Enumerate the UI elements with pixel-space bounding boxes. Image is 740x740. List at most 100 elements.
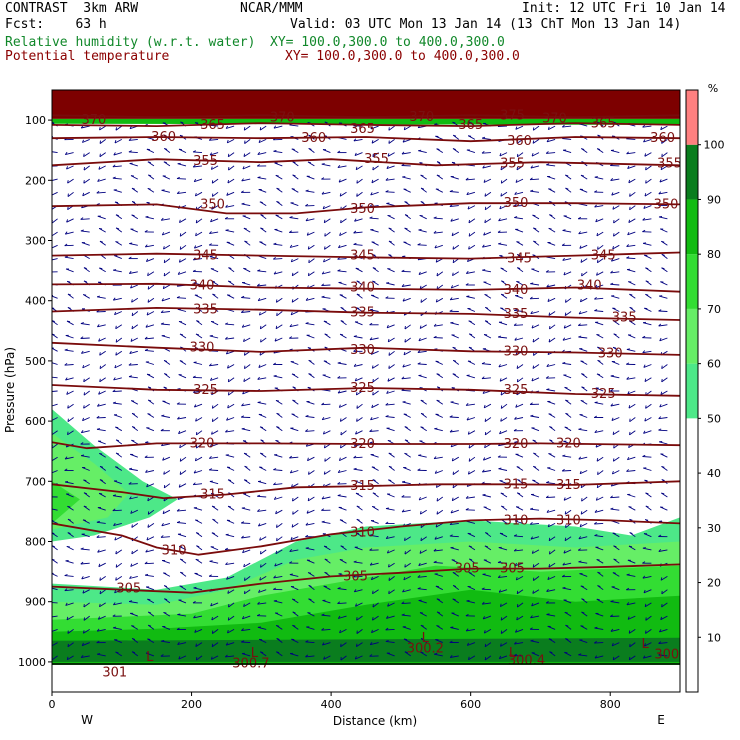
wind-arrowhead bbox=[613, 233, 615, 237]
wind-arrowhead bbox=[340, 219, 342, 223]
wind-arrow bbox=[401, 284, 411, 287]
wind-arrowhead bbox=[481, 136, 486, 139]
wind-arrow bbox=[321, 496, 331, 500]
wind-arrowhead bbox=[243, 563, 245, 568]
wind-arrow bbox=[147, 297, 155, 303]
wind-arrowhead bbox=[564, 511, 567, 515]
wind-arrow bbox=[466, 375, 476, 379]
wind-arrow bbox=[563, 271, 572, 276]
wind-arrow bbox=[354, 480, 363, 485]
wind-arrowhead bbox=[499, 532, 504, 535]
wind-arrow bbox=[613, 655, 620, 661]
wind-arrowhead bbox=[163, 246, 165, 250]
wind-arrow bbox=[433, 549, 443, 552]
wind-arrow bbox=[193, 165, 203, 168]
wind-arrowhead bbox=[594, 521, 597, 525]
wind-arrowhead bbox=[468, 320, 472, 323]
wind-arrow bbox=[597, 470, 604, 476]
wind-arrowhead bbox=[482, 494, 486, 496]
wind-arrow bbox=[579, 573, 588, 577]
wind-arrowhead bbox=[337, 376, 341, 379]
wind-arrowhead bbox=[449, 204, 453, 207]
wind-arrow bbox=[450, 627, 459, 630]
wind-arrow bbox=[322, 205, 331, 210]
wind-arrowhead bbox=[420, 201, 424, 203]
wind-arrowhead bbox=[147, 373, 151, 376]
wind-arrowhead bbox=[147, 187, 151, 190]
wind-arrowhead bbox=[532, 479, 536, 482]
wind-arrowhead bbox=[465, 495, 469, 499]
wind-arrow bbox=[52, 573, 58, 577]
wind-arrowhead bbox=[372, 492, 376, 495]
wind-arrowhead bbox=[403, 351, 406, 356]
wind-arrowhead bbox=[306, 510, 309, 514]
wind-arrowhead bbox=[324, 346, 328, 349]
wind-arrow bbox=[144, 349, 154, 352]
wind-arrow bbox=[82, 642, 90, 647]
wind-arrowhead bbox=[449, 654, 453, 658]
wind-arrow bbox=[83, 602, 90, 608]
wind-arrowhead bbox=[257, 508, 260, 512]
wind-arrowhead bbox=[179, 134, 184, 137]
wind-arrowhead bbox=[482, 244, 485, 248]
wind-arrow bbox=[546, 364, 556, 368]
wind-arrowhead bbox=[612, 532, 616, 535]
wind-arrowhead bbox=[546, 138, 550, 143]
wind-arrowhead bbox=[99, 452, 103, 455]
wind-arrowhead bbox=[323, 471, 326, 475]
wind-arrow bbox=[610, 496, 620, 499]
wind-arrow bbox=[564, 509, 572, 515]
wind-arrowhead bbox=[208, 455, 212, 459]
wind-arrow bbox=[308, 258, 315, 264]
wind-arrow bbox=[452, 456, 460, 462]
wind-arrowhead bbox=[113, 269, 117, 271]
wind-arrowhead bbox=[563, 325, 566, 329]
wind-arrowhead bbox=[273, 587, 277, 590]
wind-arrowhead bbox=[241, 521, 245, 524]
wind-arrowhead bbox=[513, 548, 517, 552]
wind-arrowhead bbox=[419, 510, 422, 515]
wind-arrowhead bbox=[385, 627, 389, 631]
wind-arrow bbox=[66, 165, 74, 170]
wind-arrowhead bbox=[643, 139, 646, 143]
wind-arrowhead bbox=[420, 637, 425, 640]
wind-arrow bbox=[193, 151, 203, 154]
wind-arrowhead bbox=[564, 537, 567, 541]
wind-arrowhead bbox=[241, 628, 244, 631]
wind-arrowhead bbox=[482, 457, 486, 461]
wind-arrowhead bbox=[385, 507, 390, 510]
wind-arrowhead bbox=[533, 452, 537, 455]
wind-arrowhead bbox=[83, 153, 85, 157]
wind-arrowhead bbox=[82, 519, 86, 521]
wind-arrow bbox=[531, 152, 540, 157]
wind-arrow bbox=[466, 496, 475, 499]
wind-arrowhead bbox=[531, 550, 534, 554]
wind-arrowhead bbox=[371, 466, 375, 468]
wind-arrowhead bbox=[516, 241, 520, 243]
wind-arrow bbox=[643, 467, 652, 471]
wind-arrow bbox=[562, 149, 572, 154]
wind-arrow bbox=[594, 535, 604, 538]
wind-arrowhead bbox=[420, 399, 424, 402]
wind-arrowhead bbox=[145, 441, 149, 443]
wind-arrow bbox=[324, 470, 331, 475]
wind-arrowhead bbox=[99, 352, 101, 356]
contour-label: 310 bbox=[504, 513, 529, 528]
wind-arrowhead bbox=[579, 523, 582, 527]
wind-arrowhead bbox=[289, 455, 292, 459]
wind-arrowhead bbox=[114, 364, 117, 369]
contour-label: 355 bbox=[364, 152, 389, 167]
contour-label: 365 bbox=[350, 122, 375, 137]
wind-arrow bbox=[258, 589, 267, 593]
wind-arrowhead bbox=[292, 174, 296, 177]
rh-west-70 bbox=[52, 481, 80, 524]
wind-arrowhead bbox=[644, 418, 647, 422]
colorbar-band bbox=[686, 254, 698, 309]
wind-arrowhead bbox=[514, 416, 517, 420]
wind-arrowhead bbox=[322, 431, 325, 435]
wind-arrow bbox=[468, 456, 476, 462]
wind-arrow bbox=[243, 562, 251, 568]
wind-arrow bbox=[468, 655, 476, 661]
wind-arrowhead bbox=[468, 219, 470, 223]
wind-arrowhead bbox=[419, 612, 423, 614]
